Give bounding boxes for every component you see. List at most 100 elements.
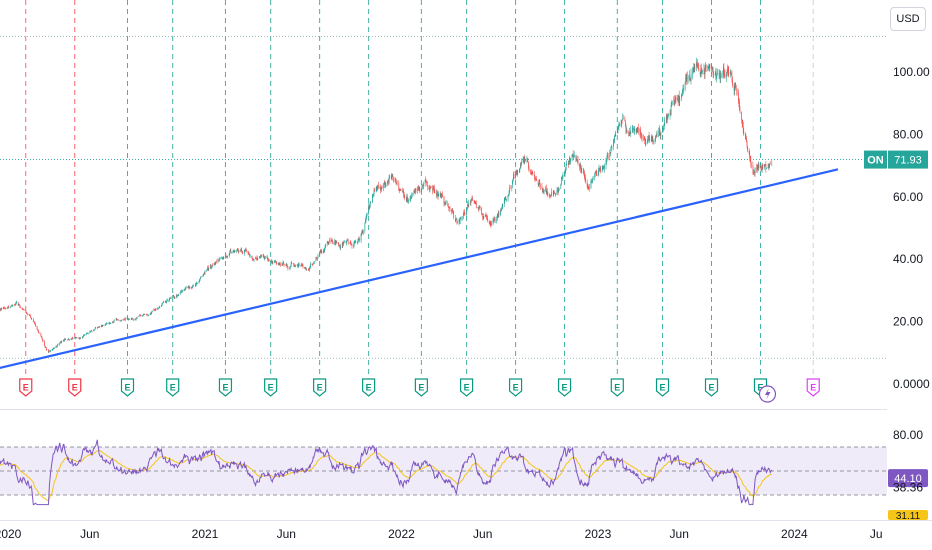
earnings-marker-10[interactable]: E xyxy=(508,378,523,397)
earnings-marker-3[interactable]: E xyxy=(166,378,180,397)
last-price-value: 71.93 xyxy=(894,155,922,167)
candle-body xyxy=(98,327,99,328)
candle-body xyxy=(356,242,358,244)
candle-body xyxy=(11,305,13,307)
time-axis[interactable]: 2020 Jun 2021 Jun 2022 Jun 2023 Jun 2024 Ju xyxy=(0,520,932,550)
earnings-marker-13[interactable]: E xyxy=(655,378,670,397)
candle-body xyxy=(304,267,305,268)
earnings-marker-9[interactable]: E xyxy=(459,378,474,397)
candle-body xyxy=(483,215,485,218)
candle-body xyxy=(675,97,677,100)
candle-body xyxy=(380,187,381,190)
candle-body xyxy=(188,286,190,289)
candle-body xyxy=(604,165,605,169)
earnings-badge xyxy=(459,378,474,397)
candle-body xyxy=(754,167,756,174)
last-price-badge xyxy=(888,150,928,169)
earnings-marker-14[interactable]: E xyxy=(704,378,719,397)
candle-body xyxy=(361,232,362,235)
candle-body xyxy=(742,123,744,126)
price-axis[interactable]: 100.00 80.00 60.00 40.00 20.00 0.0000 ON 71.93 8… xyxy=(864,0,932,540)
candle-body xyxy=(767,167,769,169)
earnings-marker-0[interactable]: E xyxy=(19,378,33,397)
candle-body xyxy=(253,259,254,261)
candle-body xyxy=(240,250,241,251)
candle-body xyxy=(361,231,363,233)
candle-body xyxy=(193,285,195,287)
price-pane[interactable] xyxy=(0,36,887,359)
candle-body xyxy=(677,98,678,100)
candle-body xyxy=(243,250,245,254)
candle-body xyxy=(252,257,253,259)
candle-body xyxy=(106,322,108,324)
earnings-marker-8[interactable]: E xyxy=(414,378,428,397)
earnings-marker-11[interactable]: E xyxy=(557,378,572,397)
candle-body xyxy=(655,135,656,142)
candle-body xyxy=(675,97,676,102)
candle-body xyxy=(731,73,732,76)
time-tick-label: Ju xyxy=(870,527,883,541)
candle-body xyxy=(71,337,73,339)
earnings-letter: E xyxy=(757,383,763,393)
candle-body xyxy=(304,267,306,268)
earnings-marker-16[interactable]: E xyxy=(806,378,820,397)
candle-body xyxy=(532,173,534,175)
candle-body xyxy=(639,129,641,133)
candle-body xyxy=(136,317,137,319)
candle-body xyxy=(385,183,387,187)
candle-body xyxy=(68,339,70,340)
candle-body xyxy=(490,223,492,225)
candle-body xyxy=(459,219,460,222)
candle-body xyxy=(630,130,632,134)
candle-body xyxy=(236,249,238,252)
candle-body xyxy=(79,338,81,339)
candle-body xyxy=(155,308,157,310)
rsi-pane[interactable] xyxy=(0,409,932,506)
candle-body xyxy=(50,350,51,352)
candle-body xyxy=(662,128,663,133)
candle-body xyxy=(640,129,641,135)
trendline[interactable] xyxy=(0,168,839,370)
earnings-marker-5[interactable]: E xyxy=(264,378,278,397)
time-tick-label: 2020 xyxy=(0,527,22,541)
candle-body xyxy=(300,265,302,267)
currency-button[interactable]: USD xyxy=(890,7,926,31)
candle-body xyxy=(677,98,679,102)
candle-body xyxy=(372,194,374,195)
candle-body xyxy=(289,266,291,269)
candle-body xyxy=(402,191,403,192)
candle-body xyxy=(424,179,426,185)
candle-body xyxy=(647,139,649,141)
candle-body xyxy=(447,206,449,207)
earnings-marker-12[interactable]: E xyxy=(610,378,624,397)
earnings-badge xyxy=(806,378,820,397)
candle-body xyxy=(460,218,462,219)
candle-body xyxy=(61,341,63,343)
candle-body xyxy=(448,206,450,209)
candle-body xyxy=(20,307,21,308)
candle-body xyxy=(568,162,570,165)
candle-body xyxy=(184,290,185,291)
earnings-marker-7[interactable]: E xyxy=(362,378,376,397)
earnings-badge xyxy=(19,378,33,397)
candle-body xyxy=(588,187,590,189)
candle-body xyxy=(289,268,290,270)
candle-body xyxy=(557,189,559,192)
candle-body xyxy=(701,69,703,73)
candle-body xyxy=(105,324,107,325)
candle-body xyxy=(338,244,340,246)
candle-body xyxy=(626,130,627,132)
candle-body xyxy=(609,152,611,158)
earnings-marker-2[interactable]: E xyxy=(120,378,135,397)
rsi-tick-label: 80.00 xyxy=(893,428,923,442)
candle-body xyxy=(678,94,680,102)
earnings-marker-6[interactable]: E xyxy=(313,378,327,397)
candle-body xyxy=(241,251,243,253)
earnings-marker-1[interactable]: E xyxy=(68,378,82,397)
candle-body xyxy=(580,169,582,173)
earnings-marker-4[interactable]: E xyxy=(218,378,233,397)
candle-body xyxy=(204,271,206,274)
candle-body xyxy=(191,287,192,289)
